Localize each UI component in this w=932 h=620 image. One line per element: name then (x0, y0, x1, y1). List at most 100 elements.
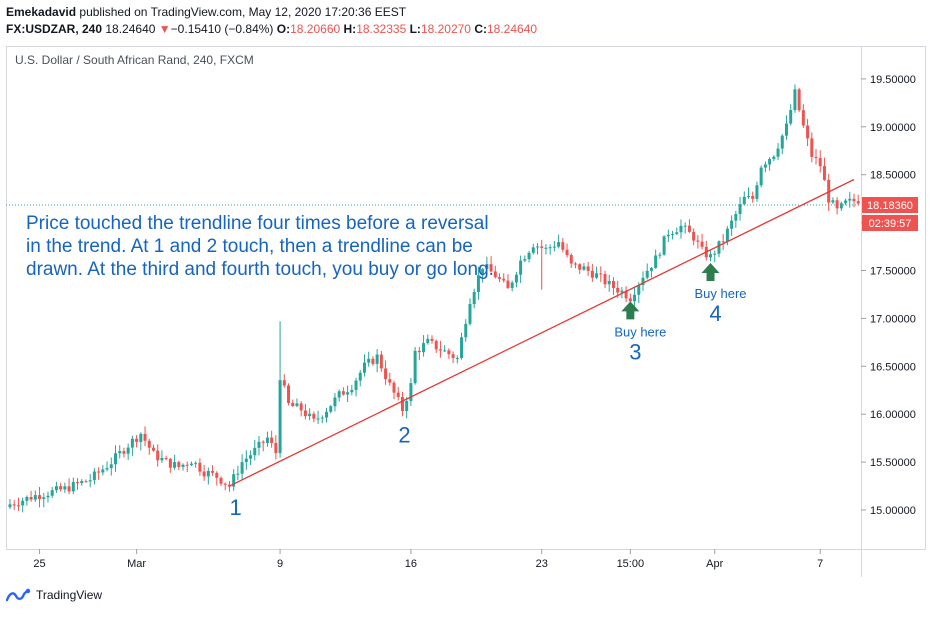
candle-body (742, 196, 746, 205)
candle-body (713, 253, 717, 255)
candle-body (493, 271, 497, 278)
candle-body (257, 441, 261, 448)
candle-body (278, 380, 282, 454)
candle-body (198, 462, 202, 472)
ohlc-line: FX:USDZAR, 240 18.24640 ▼−0.15410 (−0.84… (6, 22, 537, 36)
symbol-label: FX:USDZAR, 240 (6, 22, 103, 36)
candle-body (122, 451, 126, 454)
candle-body (671, 233, 675, 235)
candle-body (303, 410, 307, 417)
candle-body (384, 368, 388, 380)
candle-body (624, 290, 628, 299)
last-price: 18.24640 (105, 22, 156, 36)
chart-border (6, 46, 926, 550)
candle-body (460, 337, 464, 358)
price-tick-label: 19.50000 (870, 74, 916, 86)
current-price-tag (862, 197, 918, 214)
candle-body (392, 382, 396, 393)
candle-body (151, 447, 155, 451)
candle-body (611, 280, 615, 288)
candle-body (362, 362, 366, 373)
candle-body (135, 438, 139, 442)
candle-body (59, 486, 63, 490)
high-value: 18.32335 (356, 22, 407, 36)
candle-body (118, 451, 122, 454)
chart-frame[interactable]: U.S. Dollar / South African Rand, 240, F… (0, 40, 932, 615)
candle-body (84, 481, 88, 483)
candle-body (346, 392, 350, 395)
candle-body (177, 462, 181, 467)
candle-body (295, 403, 299, 406)
candle-body (422, 343, 426, 353)
candle-body (194, 462, 198, 464)
candle-body (371, 358, 375, 364)
chart-title: U.S. Dollar / South African Rand, 240, F… (15, 53, 254, 67)
candle-body (590, 270, 594, 278)
candle-body (628, 298, 632, 302)
candle-body (160, 458, 164, 461)
time-tick-label: 7 (817, 558, 823, 570)
candle-body (29, 496, 33, 500)
candle-body (299, 403, 303, 411)
trendline[interactable] (229, 178, 855, 487)
candle-body (738, 204, 742, 215)
candle-body (573, 263, 577, 265)
price-chart[interactable]: U.S. Dollar / South African Rand, 240, F… (0, 40, 932, 615)
candle-body (717, 241, 721, 254)
candle-body (852, 198, 856, 202)
candle-body (721, 241, 725, 243)
price-tick-label: 19.00000 (870, 122, 916, 134)
candle-body (607, 280, 611, 285)
annotation-text[interactable]: Price touched the trendline four times b… (26, 213, 494, 280)
candle-body (540, 246, 544, 248)
candle-body (616, 287, 620, 293)
countdown-tag (862, 215, 918, 232)
low-label: L: (409, 22, 421, 36)
touch-number-label: 1 (230, 495, 242, 520)
price-tick-label: 15.00000 (870, 505, 916, 517)
candle-body (367, 358, 371, 363)
buy-arrow-icon (621, 301, 640, 320)
price-tick-label: 16.50000 (870, 361, 916, 373)
candle-body (599, 273, 603, 275)
candle-body (265, 437, 269, 443)
candle-body (426, 338, 430, 344)
candle-body (662, 236, 666, 255)
candle-body (633, 294, 637, 302)
candle-body (565, 249, 569, 256)
candle-body (42, 497, 46, 499)
trendline-group[interactable] (229, 178, 855, 487)
candle-body (206, 470, 210, 477)
candle-body (835, 200, 839, 209)
candle-body (666, 234, 670, 237)
candle-body (569, 255, 573, 264)
candle-body (649, 267, 653, 271)
candle-body (189, 463, 193, 466)
candle-body (747, 195, 750, 197)
candle-body (451, 354, 455, 359)
footer-brand[interactable]: TradingView (6, 588, 102, 602)
candle-body (755, 185, 759, 199)
candle-body (139, 433, 143, 442)
candle-body (130, 438, 134, 448)
current-price-label: 18.18360 (867, 200, 913, 212)
author-name[interactable]: Emekadavid (6, 5, 77, 19)
candle-body (223, 483, 227, 485)
candle-body (202, 471, 206, 477)
candle-body (772, 156, 776, 159)
time-axis[interactable]: 25 Mar 9 16 23 15:00 Apr 7 (33, 549, 823, 570)
candle-body (400, 397, 404, 411)
candle-body (856, 201, 860, 204)
candle-body (768, 158, 772, 165)
candle-body (527, 252, 531, 260)
high-label: H: (343, 22, 357, 36)
candle-body (92, 471, 96, 481)
candle-body (337, 391, 341, 398)
candle-body (173, 462, 177, 468)
price-axis[interactable]: 15.00000 15.50000 16.00000 16.50000 17.00000… (861, 74, 916, 517)
time-tick-label: 15:00 (617, 558, 645, 570)
candle-body (287, 385, 291, 403)
time-tick-label: 23 (536, 558, 548, 570)
candle-body (658, 254, 662, 256)
candle-body (215, 472, 219, 478)
